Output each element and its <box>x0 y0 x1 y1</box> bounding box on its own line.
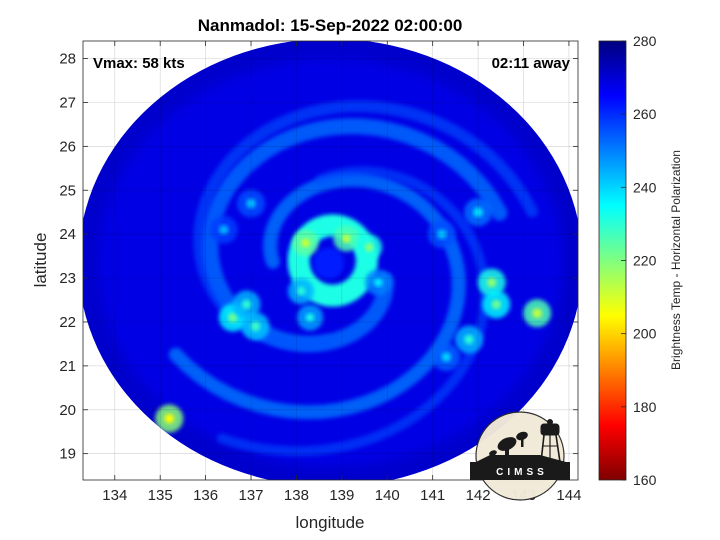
grid <box>83 41 578 480</box>
feature-hotspot-core <box>342 234 351 243</box>
x-tick-label: 141 <box>420 487 445 504</box>
colorbar-tick-label: 160 <box>633 472 657 488</box>
y-axis-title: latitude <box>31 233 50 288</box>
feature-band-core <box>250 321 261 332</box>
chart-title: Nanmadol: 15-Sep-2022 02:00:00 <box>198 16 463 35</box>
feature-band-core <box>164 413 175 424</box>
colorbar-tick-label: 260 <box>633 106 657 122</box>
feature-hotspot-core <box>301 238 310 248</box>
plot-frame <box>82 40 579 481</box>
colorbar-tick-label: 240 <box>633 179 657 195</box>
feature-band-core <box>491 299 502 310</box>
feature-hotspot-core <box>373 278 383 287</box>
feature-hotspot-core <box>364 243 374 252</box>
y-tick-label: 23 <box>59 270 76 287</box>
colorbar-tick-label: 220 <box>633 253 657 269</box>
colorbar-tick-label: 180 <box>633 399 657 415</box>
feature-band-core <box>218 224 229 235</box>
x-tick-label: 138 <box>284 487 309 504</box>
cimss-logo: CIMSS <box>470 411 570 501</box>
feature-band-core <box>436 229 447 239</box>
feature-band-core <box>473 207 483 218</box>
feature-hotspot-core <box>305 313 315 322</box>
feature-band-core <box>441 352 452 362</box>
y-tick-label: 21 <box>59 358 76 375</box>
y-tick-label: 20 <box>59 402 76 419</box>
feature-band-core <box>246 198 256 209</box>
x-tick-label: 140 <box>375 487 400 504</box>
feature-band-core <box>532 308 542 318</box>
swath-layer <box>83 41 578 480</box>
y-tick-label: 28 <box>59 51 76 68</box>
feature-band-core <box>228 312 238 323</box>
x-tick-label: 134 <box>102 487 127 504</box>
x-tick-label: 135 <box>148 487 173 504</box>
y-tick-label: 26 <box>59 138 76 155</box>
x-tick-label: 139 <box>329 487 354 504</box>
y-tick-label: 27 <box>59 94 76 111</box>
water-tower-icon <box>540 419 561 463</box>
feature-band-core <box>464 334 474 345</box>
x-axis-title: longitude <box>295 513 364 532</box>
colorbar-title: Brightness Temp - Horizontal Polarizatio… <box>669 150 683 370</box>
logo-text: CIMSS <box>496 467 548 478</box>
colorbar-tick-label: 280 <box>633 33 657 49</box>
y-tick-label: 19 <box>59 446 76 463</box>
x-tick-label: 136 <box>193 487 218 504</box>
storm-eye <box>313 247 345 280</box>
x-tick-label: 142 <box>466 487 491 504</box>
satellite-dish-icon <box>476 431 566 462</box>
y-tick-label: 22 <box>59 314 76 331</box>
y-tick-label: 24 <box>59 226 76 243</box>
vmax-annotation: Vmax: 58 kts <box>93 55 185 72</box>
x-tick-label: 137 <box>239 487 264 504</box>
feature-band-core <box>241 299 252 310</box>
colorbar-ticks: 160 180 200 220 240 260 280 <box>621 33 657 488</box>
feature-hotspot-core <box>296 287 306 296</box>
time-offset-annotation: 02:11 away <box>492 55 571 72</box>
eyewall <box>287 214 378 307</box>
x-tick-label: 144 <box>556 487 581 504</box>
feature-band-core <box>486 277 497 288</box>
y-tick-label: 25 <box>59 182 76 199</box>
colorbar-tick-label: 200 <box>633 326 657 342</box>
